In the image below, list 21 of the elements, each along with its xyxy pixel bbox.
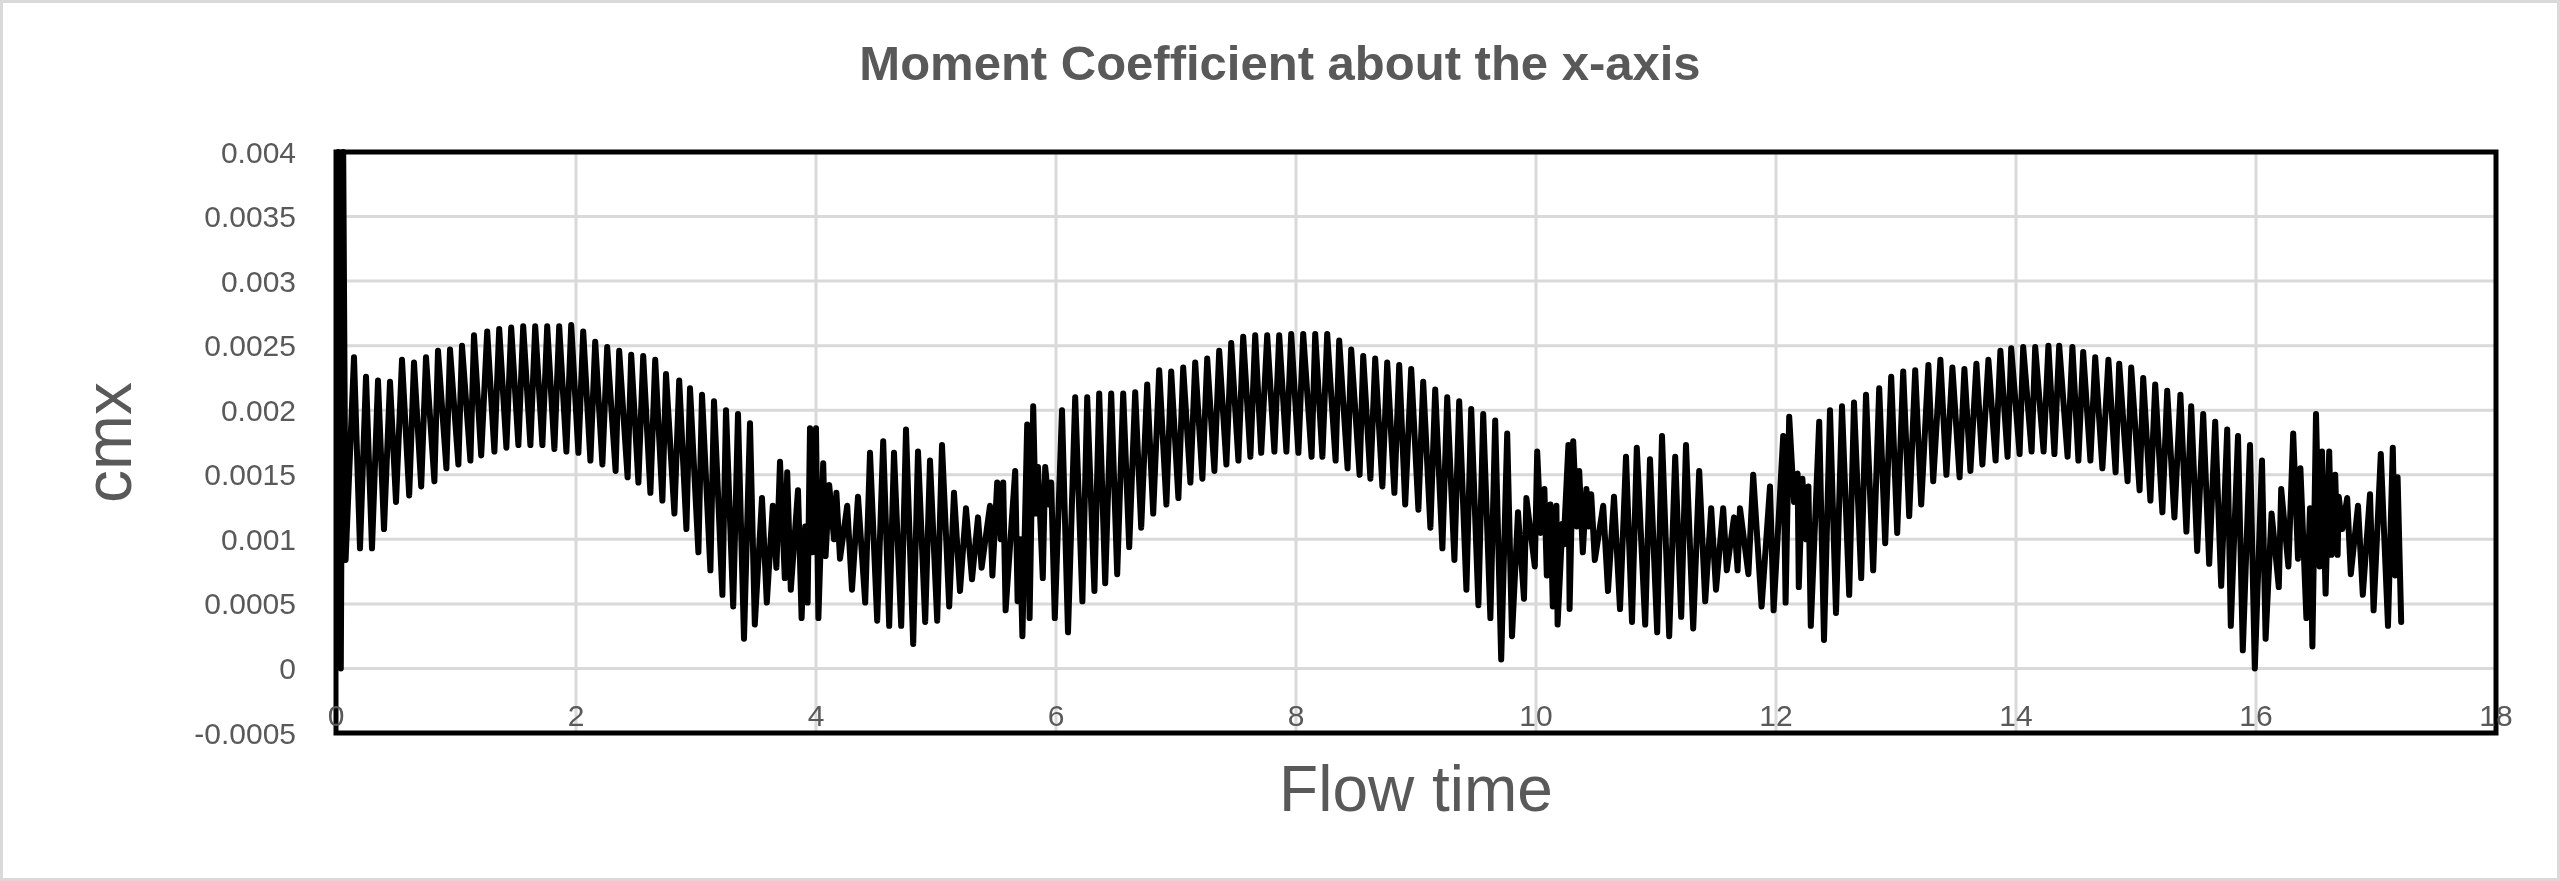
x-tick-label: 10 bbox=[1519, 698, 1553, 732]
chart-title: Moment Coefficient about the x-axis bbox=[859, 36, 1701, 90]
y-tick-label: 0.002 bbox=[220, 393, 296, 427]
x-tick-label: 8 bbox=[1287, 698, 1305, 732]
y-tick-label: 0.001 bbox=[220, 522, 296, 556]
y-tick-label: 0.0015 bbox=[204, 458, 296, 492]
x-tick-label: 6 bbox=[1047, 698, 1065, 732]
x-tick-label: 4 bbox=[807, 698, 825, 732]
x-tick-label: 16 bbox=[2239, 698, 2273, 732]
y-tick-label: 0.0035 bbox=[204, 200, 296, 234]
y-tick-label: -0.0005 bbox=[194, 716, 296, 750]
x-axis-title: Flow time bbox=[1279, 753, 1553, 825]
x-tick-label: 14 bbox=[1999, 698, 2033, 732]
y-tick-label: 0 bbox=[279, 651, 296, 685]
y-tick-label: 0.0005 bbox=[204, 587, 296, 621]
x-tick-label: 12 bbox=[1759, 698, 1793, 732]
x-tick-label: 2 bbox=[567, 698, 585, 732]
y-axis-title: cmx bbox=[71, 382, 145, 503]
y-tick-label: 0.003 bbox=[220, 264, 296, 298]
y-tick-label: 0.0025 bbox=[204, 329, 296, 363]
y-tick-label: 0.004 bbox=[220, 135, 296, 169]
